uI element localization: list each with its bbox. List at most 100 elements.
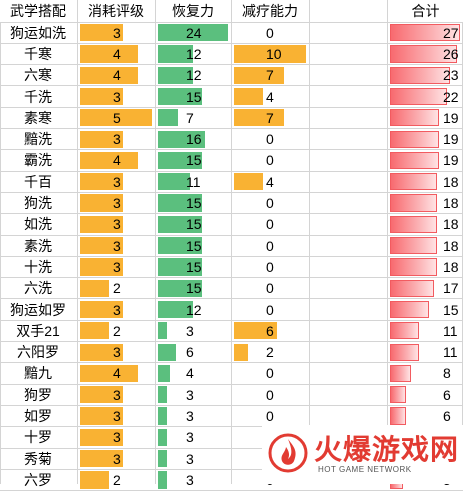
row-name-cell[interactable]: 霸洗 [24, 152, 52, 169]
cell-consume[interactable]: 3 [78, 235, 154, 256]
cell-empty[interactable] [310, 22, 386, 43]
cell-total[interactable]: 18 [388, 214, 463, 235]
cell-total[interactable]: 18 [388, 192, 463, 213]
cell-consume[interactable]: 2 [78, 469, 154, 490]
cell-total[interactable]: 18 [388, 256, 463, 277]
cell-consume[interactable]: 4 [78, 65, 154, 86]
cell-consume[interactable]: 4 [78, 363, 154, 384]
cell-total[interactable]: 19 [388, 150, 463, 171]
row-name-cell[interactable]: 六寒 [24, 67, 52, 84]
cell-recover[interactable]: 3 [156, 469, 230, 490]
row-name-cell[interactable]: 千寒 [24, 45, 52, 62]
cell-empty[interactable] [310, 192, 386, 213]
cell-consume[interactable]: 5 [78, 107, 154, 128]
cell-recover[interactable]: 15 [156, 86, 230, 107]
row-name-cell[interactable]: 黯九 [24, 365, 52, 382]
row-name-cell[interactable]: 素洗 [24, 237, 52, 254]
cell-empty[interactable] [310, 342, 386, 363]
cell-reduce[interactable]: 0 [232, 299, 308, 320]
cell-reduce[interactable]: 6 [232, 320, 308, 341]
row-name-cell[interactable]: 黯洗 [24, 131, 52, 148]
cell-recover[interactable]: 3 [156, 384, 230, 405]
cell-recover[interactable]: 3 [156, 405, 230, 426]
header-consume[interactable]: 消耗评级 [78, 0, 154, 22]
cell-empty[interactable] [310, 235, 386, 256]
row-name-cell[interactable]: 如洗 [24, 216, 52, 233]
cell-recover[interactable]: 15 [156, 214, 230, 235]
cell-reduce[interactable]: 0 [232, 235, 308, 256]
cell-empty[interactable] [310, 107, 386, 128]
cell-reduce[interactable]: 7 [232, 107, 308, 128]
row-name-cell[interactable]: 双手21 [16, 322, 60, 339]
cell-total[interactable]: 18 [388, 235, 463, 256]
cell-recover[interactable]: 12 [156, 299, 230, 320]
cell-consume[interactable]: 4 [78, 150, 154, 171]
cell-recover[interactable]: 3 [156, 427, 230, 448]
cell-empty[interactable] [310, 214, 386, 235]
cell-consume[interactable]: 2 [78, 320, 154, 341]
cell-reduce[interactable]: 0 [232, 363, 308, 384]
cell-reduce[interactable]: 0 [232, 214, 308, 235]
cell-reduce[interactable]: 4 [232, 86, 308, 107]
cell-recover[interactable]: 3 [156, 448, 230, 469]
cell-total[interactable]: 15 [388, 299, 463, 320]
cell-empty[interactable] [310, 405, 386, 426]
cell-empty[interactable] [310, 299, 386, 320]
header-total[interactable]: 合计 [388, 0, 463, 22]
cell-consume[interactable]: 3 [78, 214, 154, 235]
cell-empty[interactable] [310, 86, 386, 107]
cell-recover[interactable]: 12 [156, 65, 230, 86]
cell-empty[interactable] [310, 43, 386, 64]
header-recover[interactable]: 恢复力 [156, 0, 230, 22]
row-name-cell[interactable]: 千洗 [24, 88, 52, 105]
cell-total[interactable]: 6 [388, 384, 463, 405]
cell-reduce[interactable]: 0 [232, 129, 308, 150]
cell-recover[interactable]: 15 [156, 235, 230, 256]
cell-recover[interactable]: 15 [156, 150, 230, 171]
cell-reduce[interactable]: 0 [232, 278, 308, 299]
row-name-cell[interactable]: 六罗 [24, 471, 52, 488]
cell-total[interactable]: 26 [388, 43, 463, 64]
cell-reduce[interactable]: 0 [232, 192, 308, 213]
cell-total[interactable]: 27 [388, 22, 463, 43]
cell-total[interactable]: 18 [388, 171, 463, 192]
row-name-cell[interactable]: 十罗 [24, 429, 52, 446]
row-name-cell[interactable]: 素寒 [24, 109, 52, 126]
cell-recover[interactable]: 12 [156, 43, 230, 64]
cell-consume[interactable]: 3 [78, 384, 154, 405]
cell-empty[interactable] [310, 150, 386, 171]
row-name-cell[interactable]: 如罗 [24, 408, 52, 425]
cell-total[interactable]: 6 [388, 405, 463, 426]
cell-consume[interactable]: 3 [78, 256, 154, 277]
cell-consume[interactable]: 3 [78, 22, 154, 43]
cell-recover[interactable]: 16 [156, 129, 230, 150]
cell-recover[interactable]: 4 [156, 363, 230, 384]
cell-empty[interactable] [310, 363, 386, 384]
cell-total[interactable]: 22 [388, 86, 463, 107]
cell-reduce[interactable]: 0 [232, 256, 308, 277]
row-name-cell[interactable]: 十洗 [24, 258, 52, 275]
cell-total[interactable]: 17 [388, 278, 463, 299]
cell-empty[interactable] [310, 129, 386, 150]
header-empty[interactable] [310, 0, 386, 22]
cell-total[interactable]: 19 [388, 129, 463, 150]
cell-recover[interactable]: 11 [156, 171, 230, 192]
row-name-cell[interactable]: 六阳罗 [17, 344, 59, 361]
cell-consume[interactable]: 4 [78, 43, 154, 64]
cell-consume[interactable]: 3 [78, 405, 154, 426]
row-name-cell[interactable]: 秀菊 [24, 450, 52, 467]
cell-reduce[interactable]: 0 [232, 22, 308, 43]
row-name-cell[interactable]: 狗运如洗 [10, 24, 66, 41]
row-name-cell[interactable]: 狗运如罗 [10, 301, 66, 318]
header-combo[interactable]: 武学搭配 [0, 0, 76, 22]
cell-reduce[interactable]: 2 [232, 342, 308, 363]
row-name-cell[interactable]: 狗罗 [24, 386, 52, 403]
cell-empty[interactable] [310, 278, 386, 299]
cell-total[interactable]: 11 [388, 320, 463, 341]
cell-recover[interactable]: 6 [156, 342, 230, 363]
cell-reduce[interactable]: 0 [232, 384, 308, 405]
cell-empty[interactable] [310, 320, 386, 341]
cell-empty[interactable] [310, 256, 386, 277]
cell-empty[interactable] [310, 171, 386, 192]
cell-reduce[interactable]: 7 [232, 65, 308, 86]
